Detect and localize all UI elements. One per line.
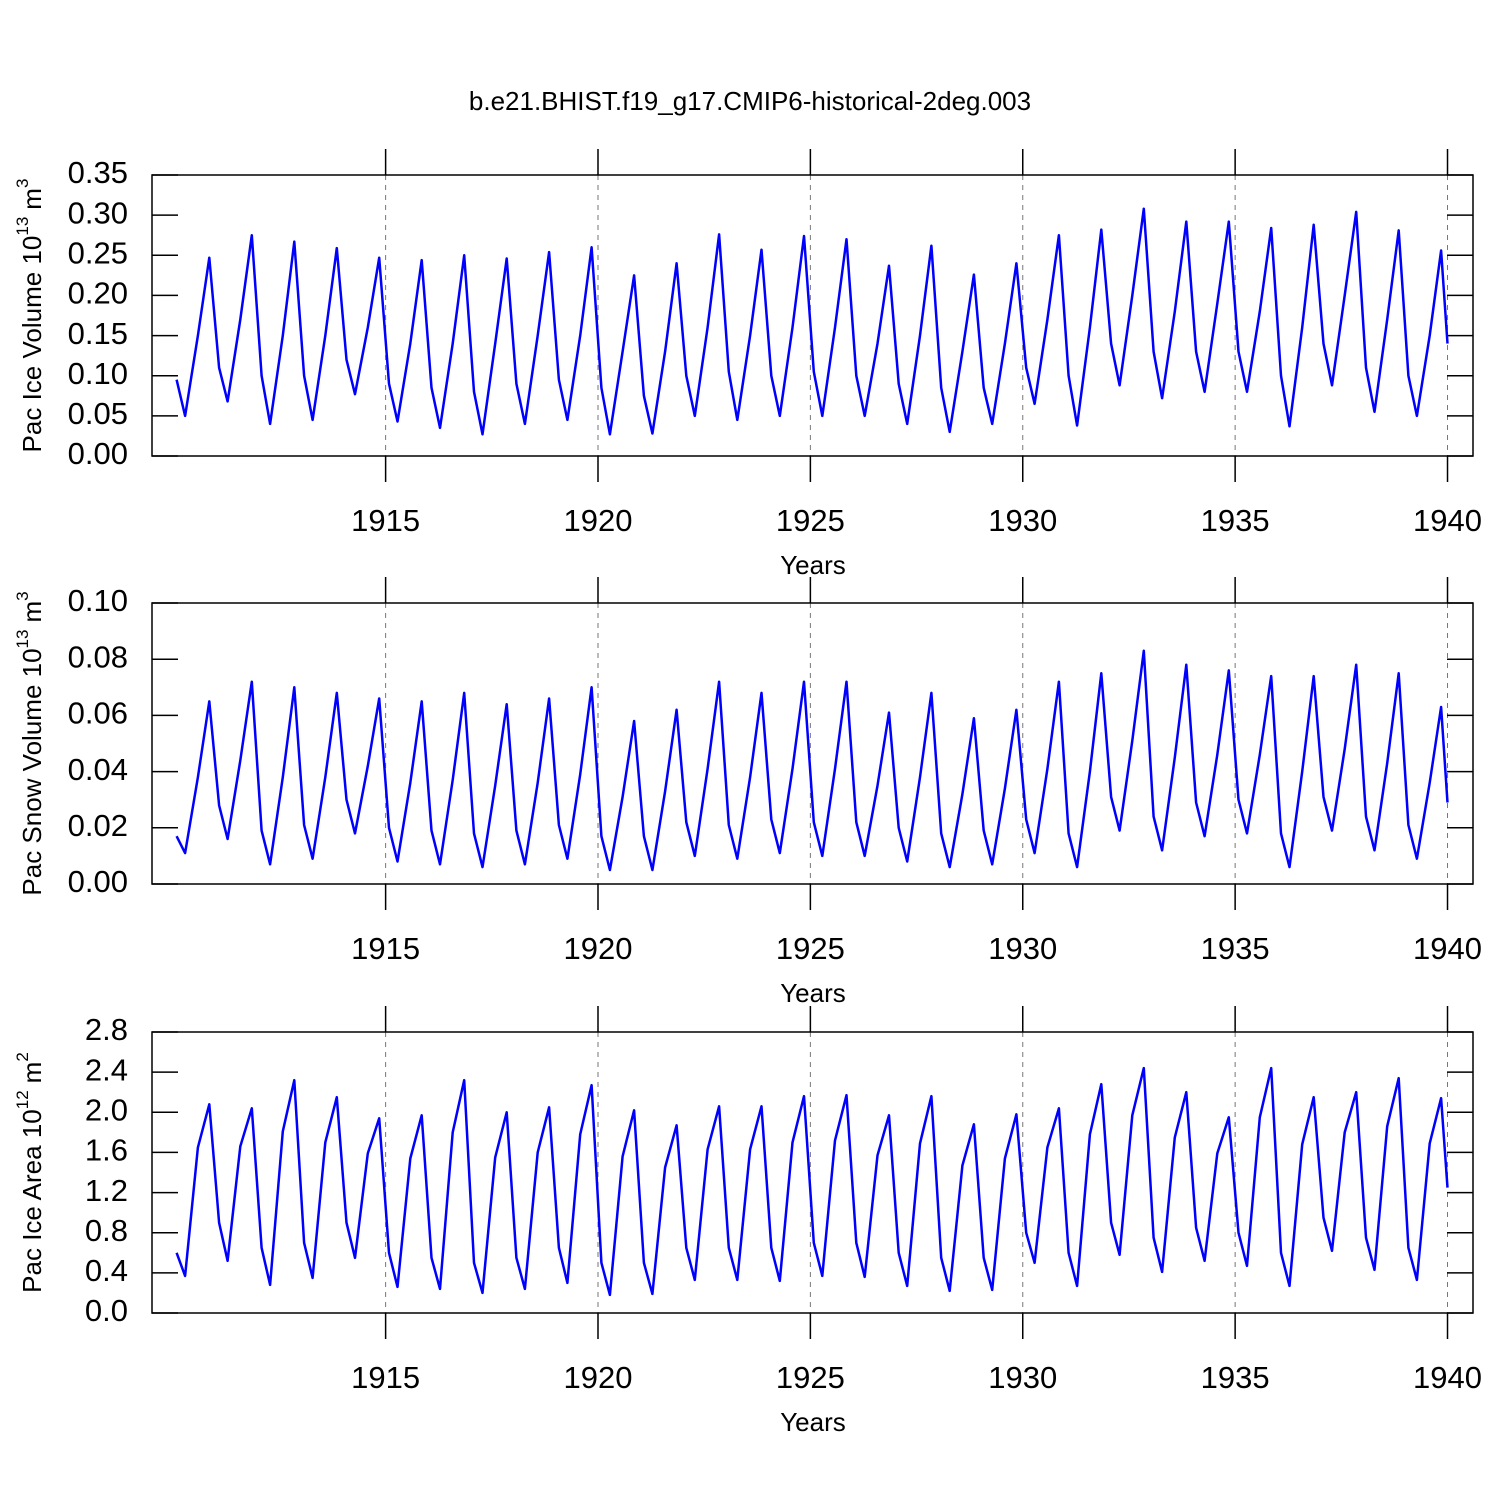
y-axis-label-sup: 3 [13,591,32,600]
y-axis-label-sup: 12 [13,1090,32,1109]
y-axis-label-sup: 3 [13,179,32,188]
y-tick-label: 0.35 [68,155,128,190]
x-tick-label: 1925 [776,503,845,538]
y-tick-label: 0.05 [68,396,128,431]
x-tick-label: 1915 [351,503,420,538]
x-tick-label: 1935 [1201,931,1270,966]
y-axis-label-part: m [17,188,47,210]
y-axis-label-part: Pac Ice Volume 10 [17,236,47,453]
x-tick-label: 1920 [564,1360,633,1395]
y-axis-label-part: m [17,601,47,623]
x-tick-label: 1940 [1413,1360,1482,1395]
y-tick-label: 2.8 [85,1012,128,1047]
y-tick-label: 1.2 [85,1173,128,1208]
y-tick-label: 0.25 [68,235,128,270]
plot-frame [151,1031,1474,1314]
y-tick-label: 2.0 [85,1092,128,1127]
y-axis-label: Pac Ice Area 1012 m2 [13,1052,46,1293]
x-tick-label: 1940 [1413,503,1482,538]
x-tick-label: 1935 [1201,1360,1270,1395]
y-tick-label: 0.10 [68,583,128,618]
y-axis-label-sup: 2 [13,1052,32,1061]
x-tick-label: 1930 [988,1360,1057,1395]
x-tick-label: 1925 [776,931,845,966]
x-tick-label: 1915 [351,931,420,966]
y-tick-label: 2.4 [85,1052,128,1087]
y-tick-label: 0.02 [68,808,128,843]
x-tick-label: 1920 [564,503,633,538]
plot-frame [151,602,1474,885]
y-tick-label: 0.08 [68,639,128,674]
x-axis-label: Years [780,1407,846,1437]
x-tick-label: 1930 [988,503,1057,538]
y-tick-label: 0.06 [68,696,128,731]
y-axis-label-part: Pac Snow Volume 10 [17,648,47,895]
y-tick-label: 0.15 [68,316,128,351]
y-axis-label: Pac Snow Volume 1013 m3 [13,591,46,895]
plot-frame [151,174,1474,457]
y-tick-label: 0.20 [68,276,128,311]
y-axis-label-part: Pac Ice Area 10 [17,1109,47,1293]
x-tick-label: 1925 [776,1360,845,1395]
x-axis-label: Years [780,978,846,1008]
y-tick-label: 0.8 [85,1213,128,1248]
y-axis-label-part: m [17,1062,47,1084]
y-tick-label: 0.04 [68,752,128,787]
x-tick-label: 1920 [564,931,633,966]
x-tick-label: 1940 [1413,931,1482,966]
y-axis-label-sup: 13 [13,630,32,649]
x-tick-label: 1915 [351,1360,420,1395]
y-axis-label: Pac Ice Volume 1013 m3 [13,179,46,453]
y-tick-label: 0.30 [68,195,128,230]
y-tick-label: 0.00 [68,436,128,471]
y-axis-label-sup: 13 [13,217,32,236]
y-tick-label: 0.4 [85,1253,128,1288]
data-line [175,649,1449,872]
figure-title: b.e21.BHIST.f19_g17.CMIP6-historical-2de… [469,86,1031,116]
data-line [175,1066,1449,1297]
y-tick-label: 0.00 [68,864,128,899]
x-tick-label: 1930 [988,931,1057,966]
y-tick-label: 0.0 [85,1293,128,1328]
y-tick-label: 1.6 [85,1133,128,1168]
x-tick-label: 1935 [1201,503,1270,538]
y-tick-label: 0.10 [68,356,128,391]
x-axis-label: Years [780,550,846,580]
data-line [175,207,1449,436]
